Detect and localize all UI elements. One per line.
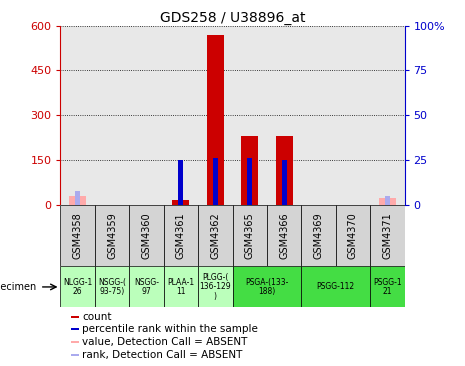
Bar (247, 158, 252, 205)
Bar (385, 196, 390, 205)
Text: GSM4360: GSM4360 (141, 212, 152, 259)
Bar (71, 328, 79, 330)
Text: percentile rank within the sample: percentile rank within the sample (82, 325, 259, 335)
Text: GSM4371: GSM4371 (382, 212, 392, 259)
Text: count: count (82, 312, 112, 322)
Bar (213, 158, 218, 205)
Text: PSGG-1
21: PSGG-1 21 (373, 277, 402, 296)
Bar (232, 266, 301, 307)
Bar (95, 266, 129, 307)
Bar (198, 266, 232, 307)
Bar (60, 205, 95, 266)
Bar (370, 266, 405, 307)
Bar (301, 266, 370, 307)
Bar (129, 266, 164, 307)
Bar (71, 315, 79, 318)
Bar (178, 160, 184, 205)
Title: GDS258 / U38896_at: GDS258 / U38896_at (160, 11, 305, 25)
Bar (129, 205, 164, 266)
Text: GSM4359: GSM4359 (107, 212, 117, 259)
Bar (95, 205, 129, 266)
Text: GSM4365: GSM4365 (245, 212, 255, 259)
Text: value, Detection Call = ABSENT: value, Detection Call = ABSENT (82, 337, 248, 347)
Bar (370, 205, 405, 266)
Bar (206, 34, 224, 205)
Bar (198, 205, 232, 266)
Bar (281, 160, 287, 205)
Text: rank, Detection Call = ABSENT: rank, Detection Call = ABSENT (82, 350, 243, 360)
Bar (276, 136, 293, 205)
Text: GSM4361: GSM4361 (176, 212, 186, 259)
Text: GSM4370: GSM4370 (348, 212, 358, 259)
Bar (69, 196, 86, 205)
Text: PLAA-1
11: PLAA-1 11 (167, 277, 194, 296)
Text: GSM4362: GSM4362 (210, 212, 220, 259)
Bar (232, 205, 267, 266)
Text: GSM4366: GSM4366 (279, 212, 289, 259)
Text: PSGA-(133-
188): PSGA-(133- 188) (245, 277, 289, 296)
Text: PSGG-112: PSGG-112 (317, 283, 355, 291)
Text: NLGG-1
26: NLGG-1 26 (63, 277, 92, 296)
Text: GSM4369: GSM4369 (313, 212, 324, 259)
Bar (267, 205, 301, 266)
Text: GSM4358: GSM4358 (73, 212, 83, 259)
Text: NSGG-(
93-75): NSGG-( 93-75) (98, 277, 126, 296)
Bar (379, 198, 396, 205)
Bar (336, 205, 370, 266)
Bar (71, 341, 79, 343)
Text: PLGG-(
136-129
): PLGG-( 136-129 ) (199, 273, 231, 301)
Bar (60, 266, 95, 307)
Text: specimen: specimen (0, 282, 36, 292)
Bar (71, 354, 79, 356)
Bar (164, 266, 198, 307)
Bar (301, 205, 336, 266)
Bar (172, 199, 190, 205)
Bar (164, 205, 198, 266)
Bar (75, 191, 80, 205)
Bar (241, 136, 259, 205)
Text: NSGG-
97: NSGG- 97 (134, 277, 159, 296)
